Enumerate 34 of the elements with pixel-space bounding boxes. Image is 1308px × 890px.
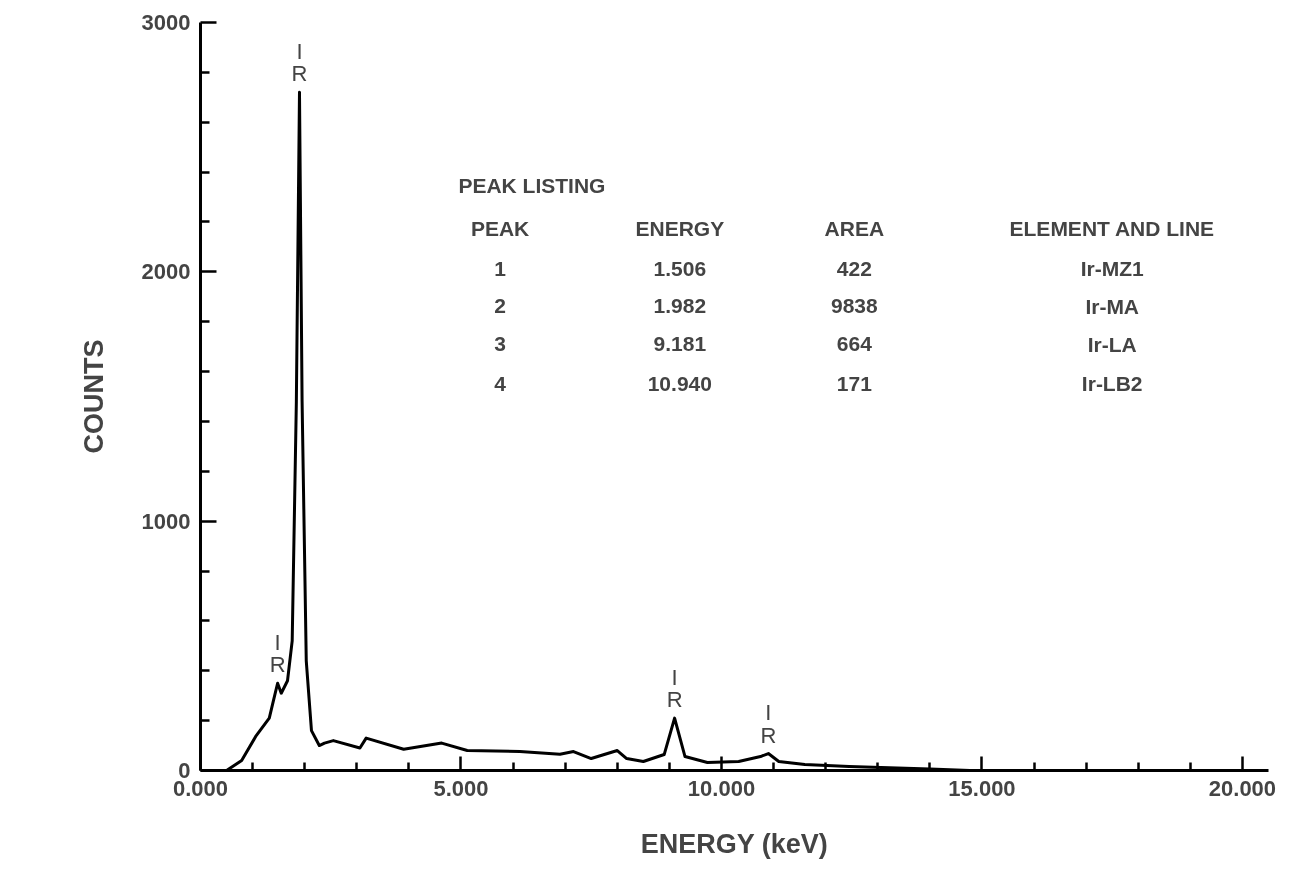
annotation: 9.181 (653, 332, 707, 356)
y-tick-label: 3000 (141, 10, 191, 35)
annotation: I R (666, 664, 683, 713)
x-tick-label: 15.000 (948, 775, 1016, 801)
annotation: ELEMENT AND LINE (1009, 216, 1215, 240)
annotation: 171 (836, 371, 873, 395)
y-tick-label: 2000 (141, 259, 191, 285)
annotation: AREA (824, 216, 885, 240)
annotation: 1.506 (653, 256, 707, 280)
y-tick-label: 1000 (141, 508, 191, 534)
x-tick-label: 20.000 (1208, 775, 1277, 801)
annotation: 4 (494, 371, 507, 395)
annotation: 9838 (830, 294, 878, 318)
annotation: 1 (494, 256, 507, 280)
annotation: 664 (836, 332, 873, 356)
annotation: Ir-MZ1 (1080, 257, 1145, 281)
annotation: PEAK (470, 216, 530, 240)
annotation: Ir-MA (1085, 294, 1140, 318)
annotation: PEAK LISTING (458, 174, 606, 198)
x-tick-label: 5.000 (433, 775, 489, 801)
x-axis-title: ENERGY (keV) (640, 828, 828, 859)
annotation: 2 (494, 294, 506, 318)
annotation: 1.982 (653, 294, 707, 318)
x-tick-label: 10.000 (687, 775, 756, 801)
annotation: ENERGY (635, 216, 725, 240)
annotation: 422 (836, 256, 872, 280)
annotation: Ir-LB2 (1081, 372, 1143, 396)
annotation: 3 (494, 332, 506, 356)
annotation: I R (269, 629, 286, 678)
annotation: I R (760, 700, 777, 748)
y-axis-title: COUNTS (78, 339, 109, 454)
annotation: 10.940 (647, 371, 712, 395)
annotation: I R (291, 38, 308, 87)
annotation: Ir-LA (1087, 332, 1137, 356)
